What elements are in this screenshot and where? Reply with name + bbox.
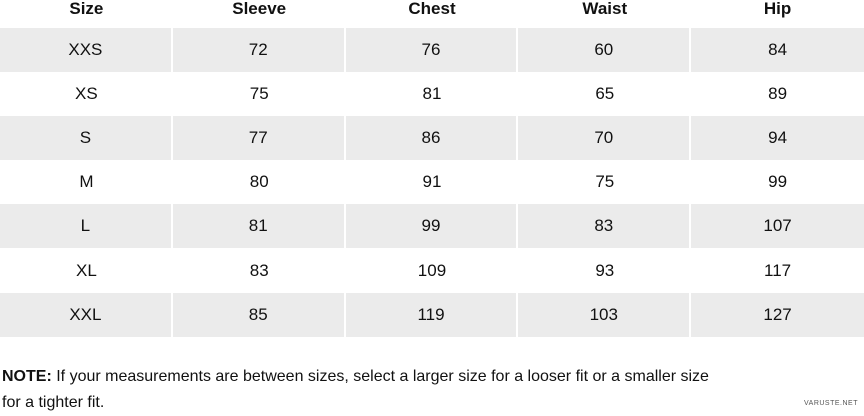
- table-row: XXS 72 76 60 84: [0, 28, 864, 73]
- table-cell: 72: [172, 28, 346, 73]
- table-cell: 84: [691, 28, 864, 73]
- table-cell: 99: [345, 204, 519, 249]
- table-cell: 99: [768, 172, 788, 192]
- table-cell: 94: [691, 116, 864, 161]
- table-cell: S: [0, 116, 173, 161]
- table-cell: 109: [417, 260, 447, 280]
- table-row: S 77 86 70 94: [0, 116, 864, 161]
- table-cell: 75: [595, 172, 615, 192]
- table-cell: 93: [595, 260, 615, 280]
- table-row: XXL 85 119 103 127: [0, 292, 864, 337]
- table-cell: 103: [518, 292, 692, 337]
- table-cell: 127: [691, 292, 864, 337]
- note-text: If your measurements are between sizes, …: [2, 368, 709, 411]
- table-cell: 86: [345, 116, 519, 161]
- header-cell: Waist: [582, 0, 628, 18]
- table-cell: 60: [518, 28, 692, 73]
- header-cell: Sleeve: [232, 0, 287, 18]
- header-cell: Size: [69, 0, 104, 18]
- header-row: Size Sleeve Chest Waist Hip: [0, 0, 864, 18]
- note: NOTE: If your measurements are between s…: [2, 364, 732, 416]
- table-cell: 107: [691, 204, 864, 249]
- table-cell: XS: [75, 84, 98, 104]
- note-label: NOTE:: [2, 368, 52, 385]
- table-row: XS 75 81 65 89: [0, 72, 864, 116]
- table-row: M 80 91 75 99: [0, 160, 864, 204]
- table-cell: 83: [518, 204, 692, 249]
- table-cell: L: [0, 204, 173, 249]
- table-cell: 85: [172, 292, 346, 337]
- table-cell: 65: [595, 84, 615, 104]
- table-cell: 83: [249, 260, 269, 280]
- table-cell: 81: [172, 204, 346, 249]
- table-cell: 91: [422, 172, 442, 192]
- table-row: XL 83 109 93 117: [0, 249, 864, 293]
- table-cell: 76: [345, 28, 519, 73]
- table-cell: XXS: [0, 28, 173, 73]
- header-cell: Hip: [763, 0, 792, 18]
- header-cell: Chest: [408, 0, 456, 18]
- table-cell: XXL: [0, 292, 173, 337]
- watermark: VARUSTE.NET: [804, 400, 858, 407]
- table-cell: 81: [422, 84, 442, 104]
- table-cell: 89: [768, 84, 788, 104]
- table-cell: 70: [518, 116, 692, 161]
- table-cell: 75: [249, 84, 269, 104]
- table-row: L 81 99 83 107: [0, 204, 864, 249]
- table-cell: 80: [249, 172, 269, 192]
- table-cell: 119: [345, 292, 519, 337]
- table-cell: 117: [764, 260, 792, 280]
- table-cell: XL: [76, 260, 97, 280]
- table-cell: 77: [172, 116, 346, 161]
- table-cell: M: [79, 172, 94, 192]
